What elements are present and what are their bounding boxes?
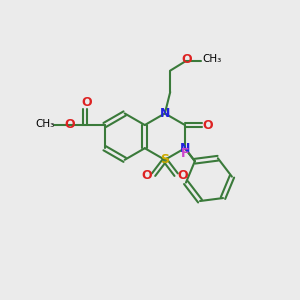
Text: F: F: [181, 147, 190, 160]
Text: O: O: [142, 169, 152, 182]
Text: O: O: [64, 118, 75, 131]
Text: O: O: [82, 96, 92, 109]
Text: O: O: [177, 169, 188, 182]
Text: CH₃: CH₃: [36, 118, 55, 128]
Text: N: N: [160, 107, 170, 120]
Text: O: O: [182, 53, 193, 66]
Text: O: O: [203, 118, 213, 131]
Text: CH₃: CH₃: [202, 54, 221, 64]
Text: N: N: [180, 142, 190, 155]
Text: S: S: [160, 153, 169, 166]
